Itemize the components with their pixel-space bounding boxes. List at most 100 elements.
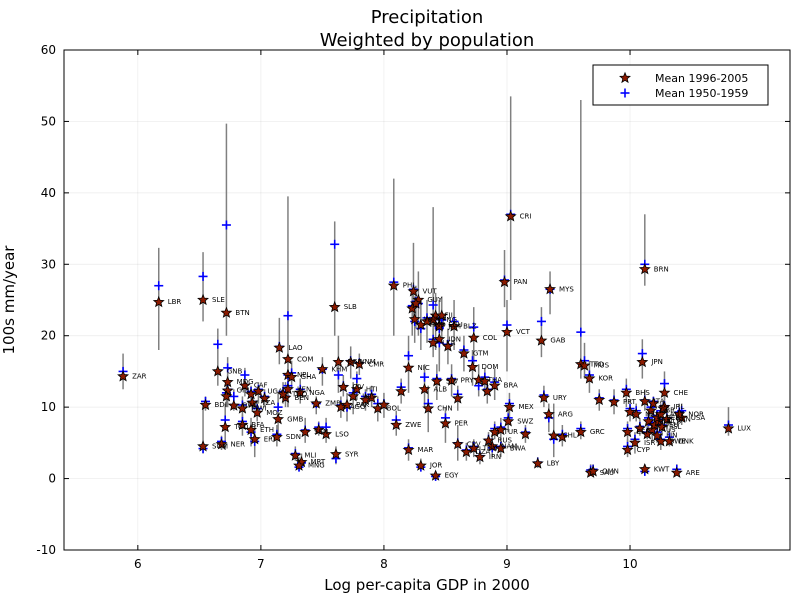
marker-recent xyxy=(542,408,555,420)
country-label: GBR xyxy=(660,407,675,415)
country-label: SEN xyxy=(314,428,328,436)
marker-recent xyxy=(197,293,210,306)
x-tick-label: 9 xyxy=(503,557,511,571)
marker-recent xyxy=(624,405,636,418)
country-label: ITA xyxy=(654,397,665,405)
country-label: GTM xyxy=(473,350,489,358)
country-label: MDG xyxy=(237,378,254,386)
marker-recent xyxy=(658,386,671,398)
country-label: HND xyxy=(430,321,446,329)
marker-recent xyxy=(482,434,495,446)
country-label: SLE xyxy=(212,296,225,304)
marker-recent xyxy=(402,443,415,456)
x-tick-label: 8 xyxy=(380,557,388,571)
marker-recent xyxy=(433,320,446,332)
marker-recent xyxy=(467,331,480,343)
country-label: NZL xyxy=(645,410,659,418)
marker-recent xyxy=(439,417,452,429)
country-label: RUS xyxy=(498,437,513,445)
country-label: DOM xyxy=(482,363,499,371)
country-label: JPN xyxy=(650,358,663,366)
country-label: HTI xyxy=(366,385,378,393)
marker-recent xyxy=(197,440,210,452)
marker-recent xyxy=(583,372,596,384)
marker-1950 xyxy=(221,220,231,230)
plot-frame xyxy=(63,49,791,551)
marker-recent xyxy=(673,408,686,420)
marker-1950 xyxy=(154,281,164,291)
marker-recent xyxy=(236,418,249,431)
marker-recent xyxy=(656,420,668,433)
legend-label-1950: Mean 1950-1959 xyxy=(655,87,748,100)
marker-recent xyxy=(251,406,264,418)
tick-layer: 6 7 8 9 10 -10 0 10 20 30 40 50 60 xyxy=(36,43,790,571)
country-label: MYS xyxy=(559,285,574,293)
country-label: USA xyxy=(691,414,706,422)
country-label: CPV xyxy=(467,440,481,448)
country-label: KOR xyxy=(598,375,613,383)
country-label: GIN xyxy=(237,387,250,395)
marker-1950 xyxy=(240,370,250,380)
marker-recent xyxy=(466,360,479,373)
marker-recent xyxy=(501,325,513,338)
marker-recent xyxy=(365,391,378,403)
country-label: AUT xyxy=(670,410,685,418)
marker-recent xyxy=(430,375,443,387)
marker-recent xyxy=(252,385,265,397)
marker-recent xyxy=(414,459,427,471)
marker-recent xyxy=(152,295,165,308)
country-label: KWT xyxy=(654,465,670,473)
legend-marker-recent xyxy=(619,71,631,84)
marker-recent xyxy=(337,380,350,393)
marker-recent xyxy=(310,397,323,409)
marker-recent xyxy=(211,365,224,377)
marker-recent xyxy=(270,430,283,443)
x-tick-label: 7 xyxy=(257,557,265,571)
country-label: CHN xyxy=(437,405,452,413)
country-label: PAN xyxy=(514,278,528,286)
country-label: SWZ xyxy=(517,417,533,425)
marker-recent xyxy=(299,425,312,438)
marker-recent xyxy=(289,449,302,461)
marker-recent xyxy=(488,379,501,391)
marker-recent xyxy=(498,275,511,288)
marker-recent xyxy=(481,385,494,397)
country-label: CAN xyxy=(676,415,691,423)
chart-title-line-2: Weighted by population xyxy=(320,30,535,51)
marker-recent xyxy=(246,396,259,408)
country-label: BOL xyxy=(387,405,401,413)
legend-plus-marker xyxy=(620,88,630,98)
country-label: LUX xyxy=(737,425,751,433)
marker-recent xyxy=(642,415,655,427)
country-label: COL xyxy=(483,334,497,342)
x-tick-label: 6 xyxy=(134,557,142,571)
country-label: MWI xyxy=(251,405,266,413)
marker-1950 xyxy=(213,339,223,349)
marker-recent xyxy=(347,390,360,402)
marker-recent xyxy=(660,413,673,425)
country-label: VNM xyxy=(360,358,376,366)
country-label: ETH xyxy=(260,426,274,434)
country-label: CAF xyxy=(254,382,268,390)
marker-recent xyxy=(353,358,366,370)
country-label: NGA xyxy=(309,389,325,397)
country-label: GRC xyxy=(590,428,605,436)
country-label: EGY xyxy=(445,472,459,480)
marker-recent xyxy=(478,375,491,387)
marker-layer-1950 xyxy=(118,209,733,481)
marker-recent xyxy=(435,309,448,321)
marker-recent xyxy=(641,428,654,440)
marker-1950 xyxy=(283,311,293,321)
country-label: TCD xyxy=(233,423,248,431)
country-label: CIV xyxy=(352,383,364,391)
marker-recent xyxy=(651,429,664,441)
country-label: RWA xyxy=(243,402,259,410)
marker-1950 xyxy=(536,316,546,326)
marker-recent xyxy=(503,400,516,413)
marker-recent xyxy=(402,361,415,373)
marker-1950 xyxy=(576,327,586,337)
marker-recent xyxy=(544,283,557,295)
country-label: ESP xyxy=(637,428,650,436)
country-label: LBY xyxy=(547,460,560,468)
country-label: MLI xyxy=(304,452,316,460)
